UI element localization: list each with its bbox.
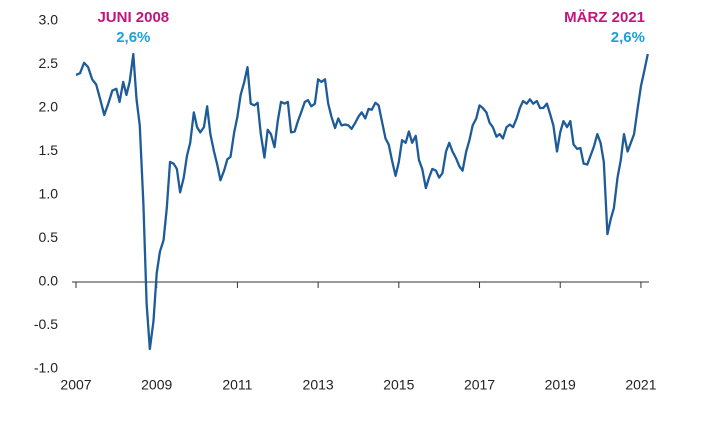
- annotation-label: MÄRZ 2021: [564, 9, 645, 26]
- x-tick-label: 2017: [464, 377, 495, 393]
- annotation-value: 2,6%: [611, 29, 645, 46]
- y-tick-label: 0.5: [39, 229, 59, 245]
- x-tick-label: 2021: [625, 377, 656, 393]
- y-tick-label: 1.0: [39, 186, 59, 202]
- y-tick-label: -1.0: [34, 360, 58, 376]
- y-tick-label: 2.0: [39, 99, 59, 115]
- annotation-value: 2,6%: [116, 29, 150, 46]
- y-tick-label: 0.0: [39, 273, 59, 289]
- x-tick-label: 2015: [383, 377, 414, 393]
- y-tick-label: 3.0: [39, 12, 59, 28]
- x-tick-label: 2007: [60, 377, 91, 393]
- x-tick-label: 2019: [545, 377, 576, 393]
- x-tick-label: 2011: [222, 377, 252, 393]
- x-tick-label: 2009: [141, 377, 172, 393]
- annotation-label: JUNI 2008: [97, 9, 169, 26]
- line: [75, 52, 649, 351]
- y-tick-label: 2.5: [39, 55, 59, 71]
- x-tick-label: 2013: [303, 377, 334, 393]
- y-tick-label: 1.5: [39, 142, 59, 158]
- y-tick-label: -0.5: [34, 316, 58, 332]
